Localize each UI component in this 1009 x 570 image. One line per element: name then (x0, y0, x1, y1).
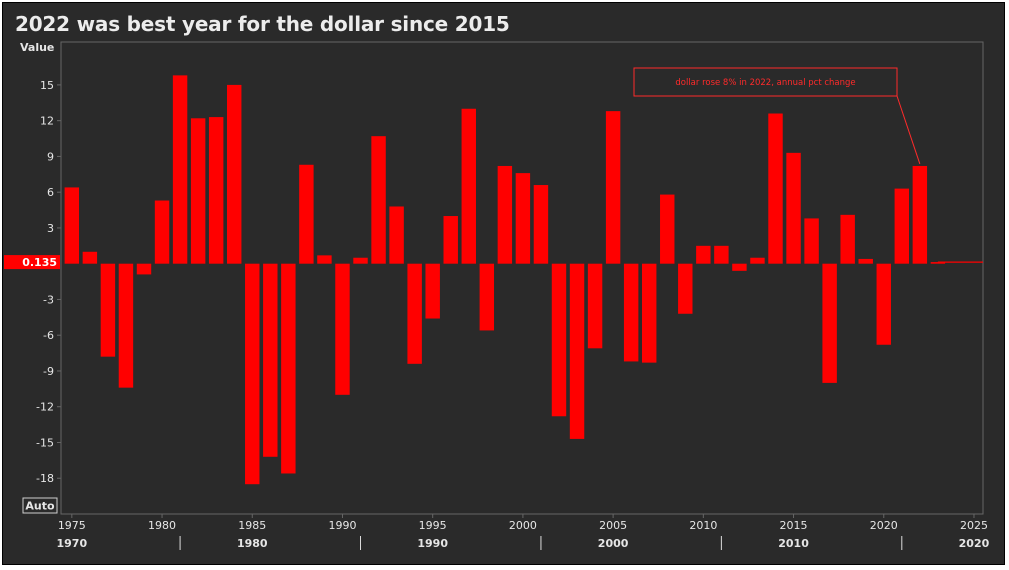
bar-2002 (551, 263, 567, 417)
annotation-leader-line (896, 95, 921, 165)
bar-1996 (443, 216, 458, 264)
y-tick-label: -3 (43, 293, 54, 306)
x-tick-label: 2010 (689, 519, 717, 532)
bar-2012 (732, 263, 747, 271)
bar-1978 (118, 263, 134, 388)
bar-2016 (804, 218, 819, 264)
annotation-text: dollar rose 8% in 2022, annual pct chang… (675, 78, 855, 88)
bar-2004 (587, 263, 603, 349)
x-decade-label: 2000 (598, 537, 629, 550)
y-tick-label: -12 (36, 401, 54, 414)
y-tick-label: 3 (47, 222, 54, 235)
bar-2003 (569, 263, 585, 439)
bar-2018 (840, 214, 855, 264)
bar-1977 (100, 263, 116, 357)
chart-title: 2022 was best year for the dollar since … (15, 12, 510, 36)
bar-1982 (190, 118, 206, 264)
x-tick-label: 2005 (599, 519, 627, 532)
bar-1995 (425, 263, 440, 319)
bar-2017 (822, 263, 837, 383)
y-tick-label: 15 (40, 79, 54, 92)
bar-1986 (263, 263, 278, 457)
bar-1991 (353, 257, 368, 264)
y-tick-label: 6 (47, 186, 54, 199)
auto-scale-button-label[interactable]: Auto (25, 500, 55, 513)
bar-1984 (226, 84, 242, 264)
last-value-badge (4, 255, 60, 270)
bar-2005 (605, 111, 621, 264)
bar-1993 (389, 206, 404, 264)
y-tick-label: -18 (36, 472, 54, 485)
x-decade-label: 1990 (417, 537, 448, 550)
y-tick-label: -9 (43, 365, 54, 378)
x-tick-label: 1990 (328, 519, 356, 532)
bar-2019 (858, 258, 873, 264)
bar-2008 (660, 194, 675, 264)
x-tick-label: 2000 (509, 519, 537, 532)
x-decade-label: 2020 (959, 537, 990, 550)
bar-2009 (678, 263, 693, 314)
bar-1992 (371, 136, 386, 264)
bar-1983 (208, 117, 224, 264)
y-axis-title: Value (20, 41, 54, 54)
x-tick-label: 2025 (960, 519, 988, 532)
bar-1980 (154, 200, 170, 264)
x-tick-label: 1985 (238, 519, 266, 532)
bar-1979 (136, 263, 152, 275)
bar-1981 (172, 75, 188, 264)
bar-1976 (82, 251, 98, 264)
y-tick-label: 9 (47, 150, 54, 163)
bar-2014 (768, 113, 783, 264)
bar-2022 (912, 165, 928, 264)
bar-2007 (641, 263, 657, 363)
bar-1999 (497, 165, 513, 264)
x-tick-label: 2015 (780, 519, 808, 532)
x-decade-label: 1980 (237, 537, 268, 550)
bar-chart: Value 15 12 9 6 3 -3 -6 -9 -12 -15 -18 0.135 dollar r… (4, 41, 990, 550)
bar-2001 (533, 185, 549, 264)
x-tick-label: 1980 (148, 519, 176, 532)
y-tick-label: 12 (40, 115, 54, 128)
bar-2010 (696, 245, 711, 264)
bar-1985 (245, 263, 260, 485)
auto-scale-button[interactable] (22, 497, 58, 514)
bar-1998 (479, 263, 495, 331)
bar-2021 (894, 188, 910, 264)
y-tick-label: -15 (36, 436, 54, 449)
bar-1987 (281, 263, 296, 474)
bar-2023 (930, 262, 946, 264)
bar-1988 (299, 164, 314, 264)
x-tick-label: 1975 (58, 519, 86, 532)
x-tick-label: 1995 (419, 519, 447, 532)
bar-2013 (750, 257, 765, 264)
annotation-box (633, 67, 898, 97)
x-decade-label: 1970 (57, 537, 88, 550)
bar-2020 (876, 263, 891, 345)
bar-2006 (623, 263, 639, 362)
last-value-label: 0.135 (22, 256, 57, 269)
bar-2015 (786, 152, 801, 264)
bar-1975 (64, 187, 80, 264)
plot-area (60, 41, 984, 515)
x-tick-label: 2020 (870, 519, 898, 532)
bar-1989 (317, 255, 332, 264)
y-tick-label: -6 (43, 329, 54, 342)
bar-1994 (407, 263, 422, 364)
bar-1997 (461, 108, 476, 264)
bar-1990 (335, 263, 350, 395)
bar-2000 (515, 173, 531, 264)
x-decade-label: 2010 (778, 537, 809, 550)
bar-2011 (714, 245, 729, 264)
